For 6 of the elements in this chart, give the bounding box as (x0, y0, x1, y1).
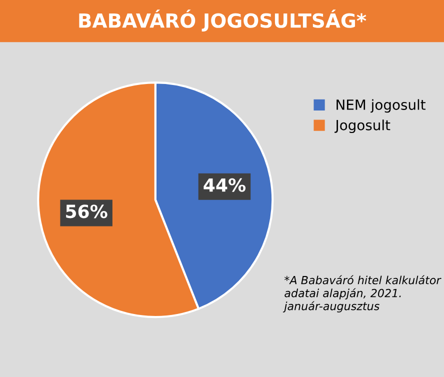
chart-title: BABAVÁRÓ JOGOSULTSÁG* (79, 10, 366, 32)
legend-label: Jogosult (334, 120, 390, 134)
data-label: 56% (66, 204, 108, 218)
data-label: 44% (204, 178, 246, 192)
legend-label: NEM jogosult (336, 99, 426, 113)
text: *A Babaváró hitel kalkulátor adatai alapján, 2021. január-augusztus (282, 275, 442, 312)
